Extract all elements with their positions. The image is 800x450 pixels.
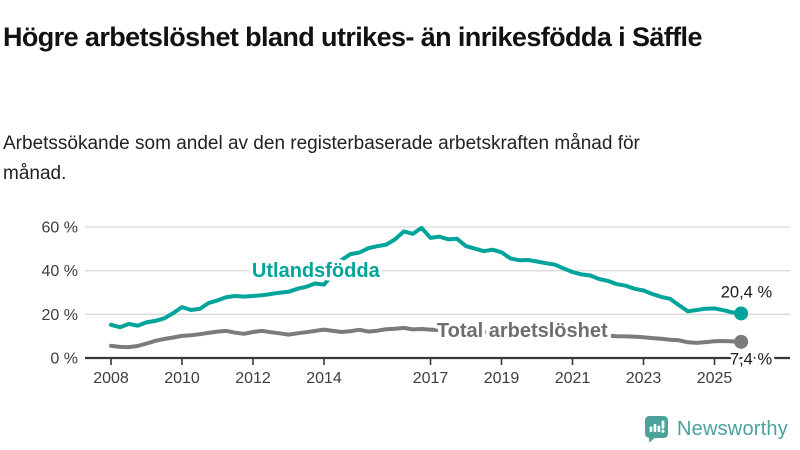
x-tick-label: 2025	[697, 370, 733, 387]
newsworthy-bubble-icon	[645, 416, 668, 443]
x-tick-label: 2019	[484, 370, 520, 387]
series-end-dot-total	[734, 334, 749, 349]
x-tick-label: 2012	[235, 370, 271, 387]
x-tick-label: 2017	[413, 370, 449, 387]
end-value-label-utlandsfodda: 20,4 %	[721, 283, 773, 301]
y-tick-label: 20 %	[42, 307, 78, 324]
x-tick-label: 2023	[626, 370, 662, 387]
series-label-utlandsfodda: Utlandsfödda	[252, 260, 381, 282]
series-end-dot-utlandsfodda	[734, 306, 749, 321]
page-title: Högre arbetslöshet bland utrikes- än inr…	[3, 22, 702, 53]
x-tick-label: 2008	[93, 370, 129, 387]
x-tick-label: 2021	[555, 370, 591, 387]
unemployment-line-chart: 2008 2010 2012 2014 2017 2019 2021 2023 2025 0 % 2…	[42, 220, 790, 387]
end-value-label-total: 7,4 %	[730, 350, 773, 368]
x-tick-label: 2010	[164, 370, 200, 387]
newsworthy-logo: Newsworthy	[644, 413, 794, 445]
chart-subtitle: Arbetssökande som andel av den registerb…	[3, 133, 640, 185]
y-tick-label: 60 %	[42, 220, 78, 237]
y-tick-label: 40 %	[42, 263, 78, 280]
series-line-total	[109, 325, 744, 350]
newsworthy-wordmark: Newsworthy	[677, 417, 788, 440]
x-tick-label: 2014	[306, 370, 342, 387]
y-tick-label: 0 %	[50, 351, 78, 368]
series-line-utlandsfodda	[109, 225, 744, 330]
series-label-total: Total arbetslöshet	[437, 320, 608, 342]
